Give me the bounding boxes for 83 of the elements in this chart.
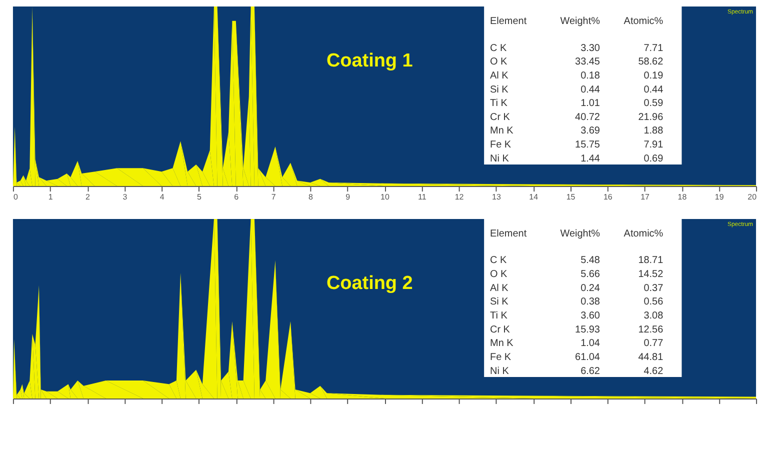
annotation: 61.04 [575, 352, 600, 364]
x-tick-label: 18 [678, 192, 688, 202]
annotation: 3.08 [644, 310, 664, 322]
annotation: 12.56 [638, 324, 664, 336]
x-tick-label: 19 [714, 192, 724, 202]
annotation: 4.62 [644, 366, 664, 377]
annotation: 7.71 [644, 42, 664, 54]
annotation: Atomic% [624, 228, 664, 240]
annotation: 0.77 [644, 338, 664, 350]
annotation: Ti K [490, 310, 508, 322]
annotation: 18.71 [638, 255, 664, 266]
x-tick-label: 3 [122, 192, 128, 202]
annotation: 33.45 [575, 56, 600, 68]
x-tick-label: 17 [640, 192, 650, 202]
x-tick-label: 5 [197, 192, 202, 202]
annotation: Coating 1 [326, 50, 413, 72]
annotation: Weight% [560, 228, 600, 240]
annotation: 0.37 [644, 282, 664, 294]
annotation: 15.93 [575, 324, 600, 336]
annotation: 3.69 [580, 126, 600, 137]
annotation: Ni K [490, 153, 510, 164]
annotation: C K [490, 255, 507, 266]
annotation: Mn K [490, 338, 514, 350]
annotation: 21.96 [638, 112, 664, 123]
x-tick-label: 9 [346, 192, 351, 202]
annotation: 15.75 [575, 140, 600, 151]
annotation: 0.44 [644, 84, 664, 96]
annotation: O K [490, 269, 508, 280]
x-tick-label: 15 [566, 192, 576, 202]
x-tick-label: 7 [271, 192, 276, 202]
annotation: 14.52 [638, 269, 664, 280]
x-tick-label: 20 [748, 192, 758, 202]
annotation: 0.56 [644, 296, 664, 308]
annotation: 1.44 [580, 153, 600, 164]
annotation: C K [490, 42, 507, 54]
annotation: 58.62 [638, 56, 664, 68]
annotation: Cr K [490, 324, 510, 336]
x-tick-label: 11 [418, 192, 427, 202]
annotation: Mn K [490, 126, 514, 137]
annotation: Al K [490, 282, 509, 294]
x-tick-label: 12 [454, 192, 464, 202]
annotation: Fe K [490, 352, 512, 364]
annotation: 3.30 [580, 42, 600, 54]
annotation: 1.04 [580, 338, 600, 350]
annotation: 0.59 [644, 98, 664, 110]
annotation: 44.81 [638, 352, 664, 364]
annotation: 1.88 [644, 126, 664, 137]
annotation: 5.66 [580, 269, 600, 280]
x-tick-label: 8 [308, 192, 314, 202]
annotation: O K [490, 56, 508, 68]
annotation: 5.48 [580, 255, 600, 266]
annotation: 0.24 [580, 282, 600, 294]
annotation: Al K [490, 70, 509, 82]
annotation: 40.72 [575, 112, 600, 123]
annotation: 3.60 [580, 310, 600, 322]
annotation: 0.38 [580, 296, 600, 308]
annotation: Weight% [560, 16, 600, 27]
annotation: Cr K [490, 112, 510, 123]
annotation: 0.18 [580, 70, 600, 82]
annotation: Si K [490, 84, 509, 96]
x-tick-label: 4 [160, 192, 165, 202]
annotation: 6.62 [580, 366, 600, 377]
x-tick-label: 16 [603, 192, 613, 202]
x-tick-label: 14 [529, 192, 539, 202]
x-tick-label: 13 [492, 192, 502, 202]
annotation: 0.44 [580, 84, 600, 96]
annotation: Atomic% [624, 16, 664, 27]
annotation: Element [490, 228, 527, 240]
annotation: Ni K [490, 366, 510, 377]
x-tick-label: 2 [86, 192, 91, 202]
annotation: Si K [490, 296, 509, 308]
annotation: 7.91 [644, 140, 664, 151]
x-tick-label: 0 [13, 192, 18, 202]
annotation: Element [490, 16, 527, 27]
annotation: 0.19 [644, 70, 664, 82]
x-tick-label: 1 [48, 192, 54, 202]
annotation: Fe K [490, 140, 512, 151]
annotation: Coating 2 [326, 272, 413, 294]
annotation: 0.69 [644, 153, 664, 164]
annotation: 1.01 [580, 98, 600, 110]
x-tick-label: 6 [234, 192, 240, 202]
annotation: Ti K [490, 98, 508, 110]
x-tick-label: 10 [380, 192, 390, 202]
